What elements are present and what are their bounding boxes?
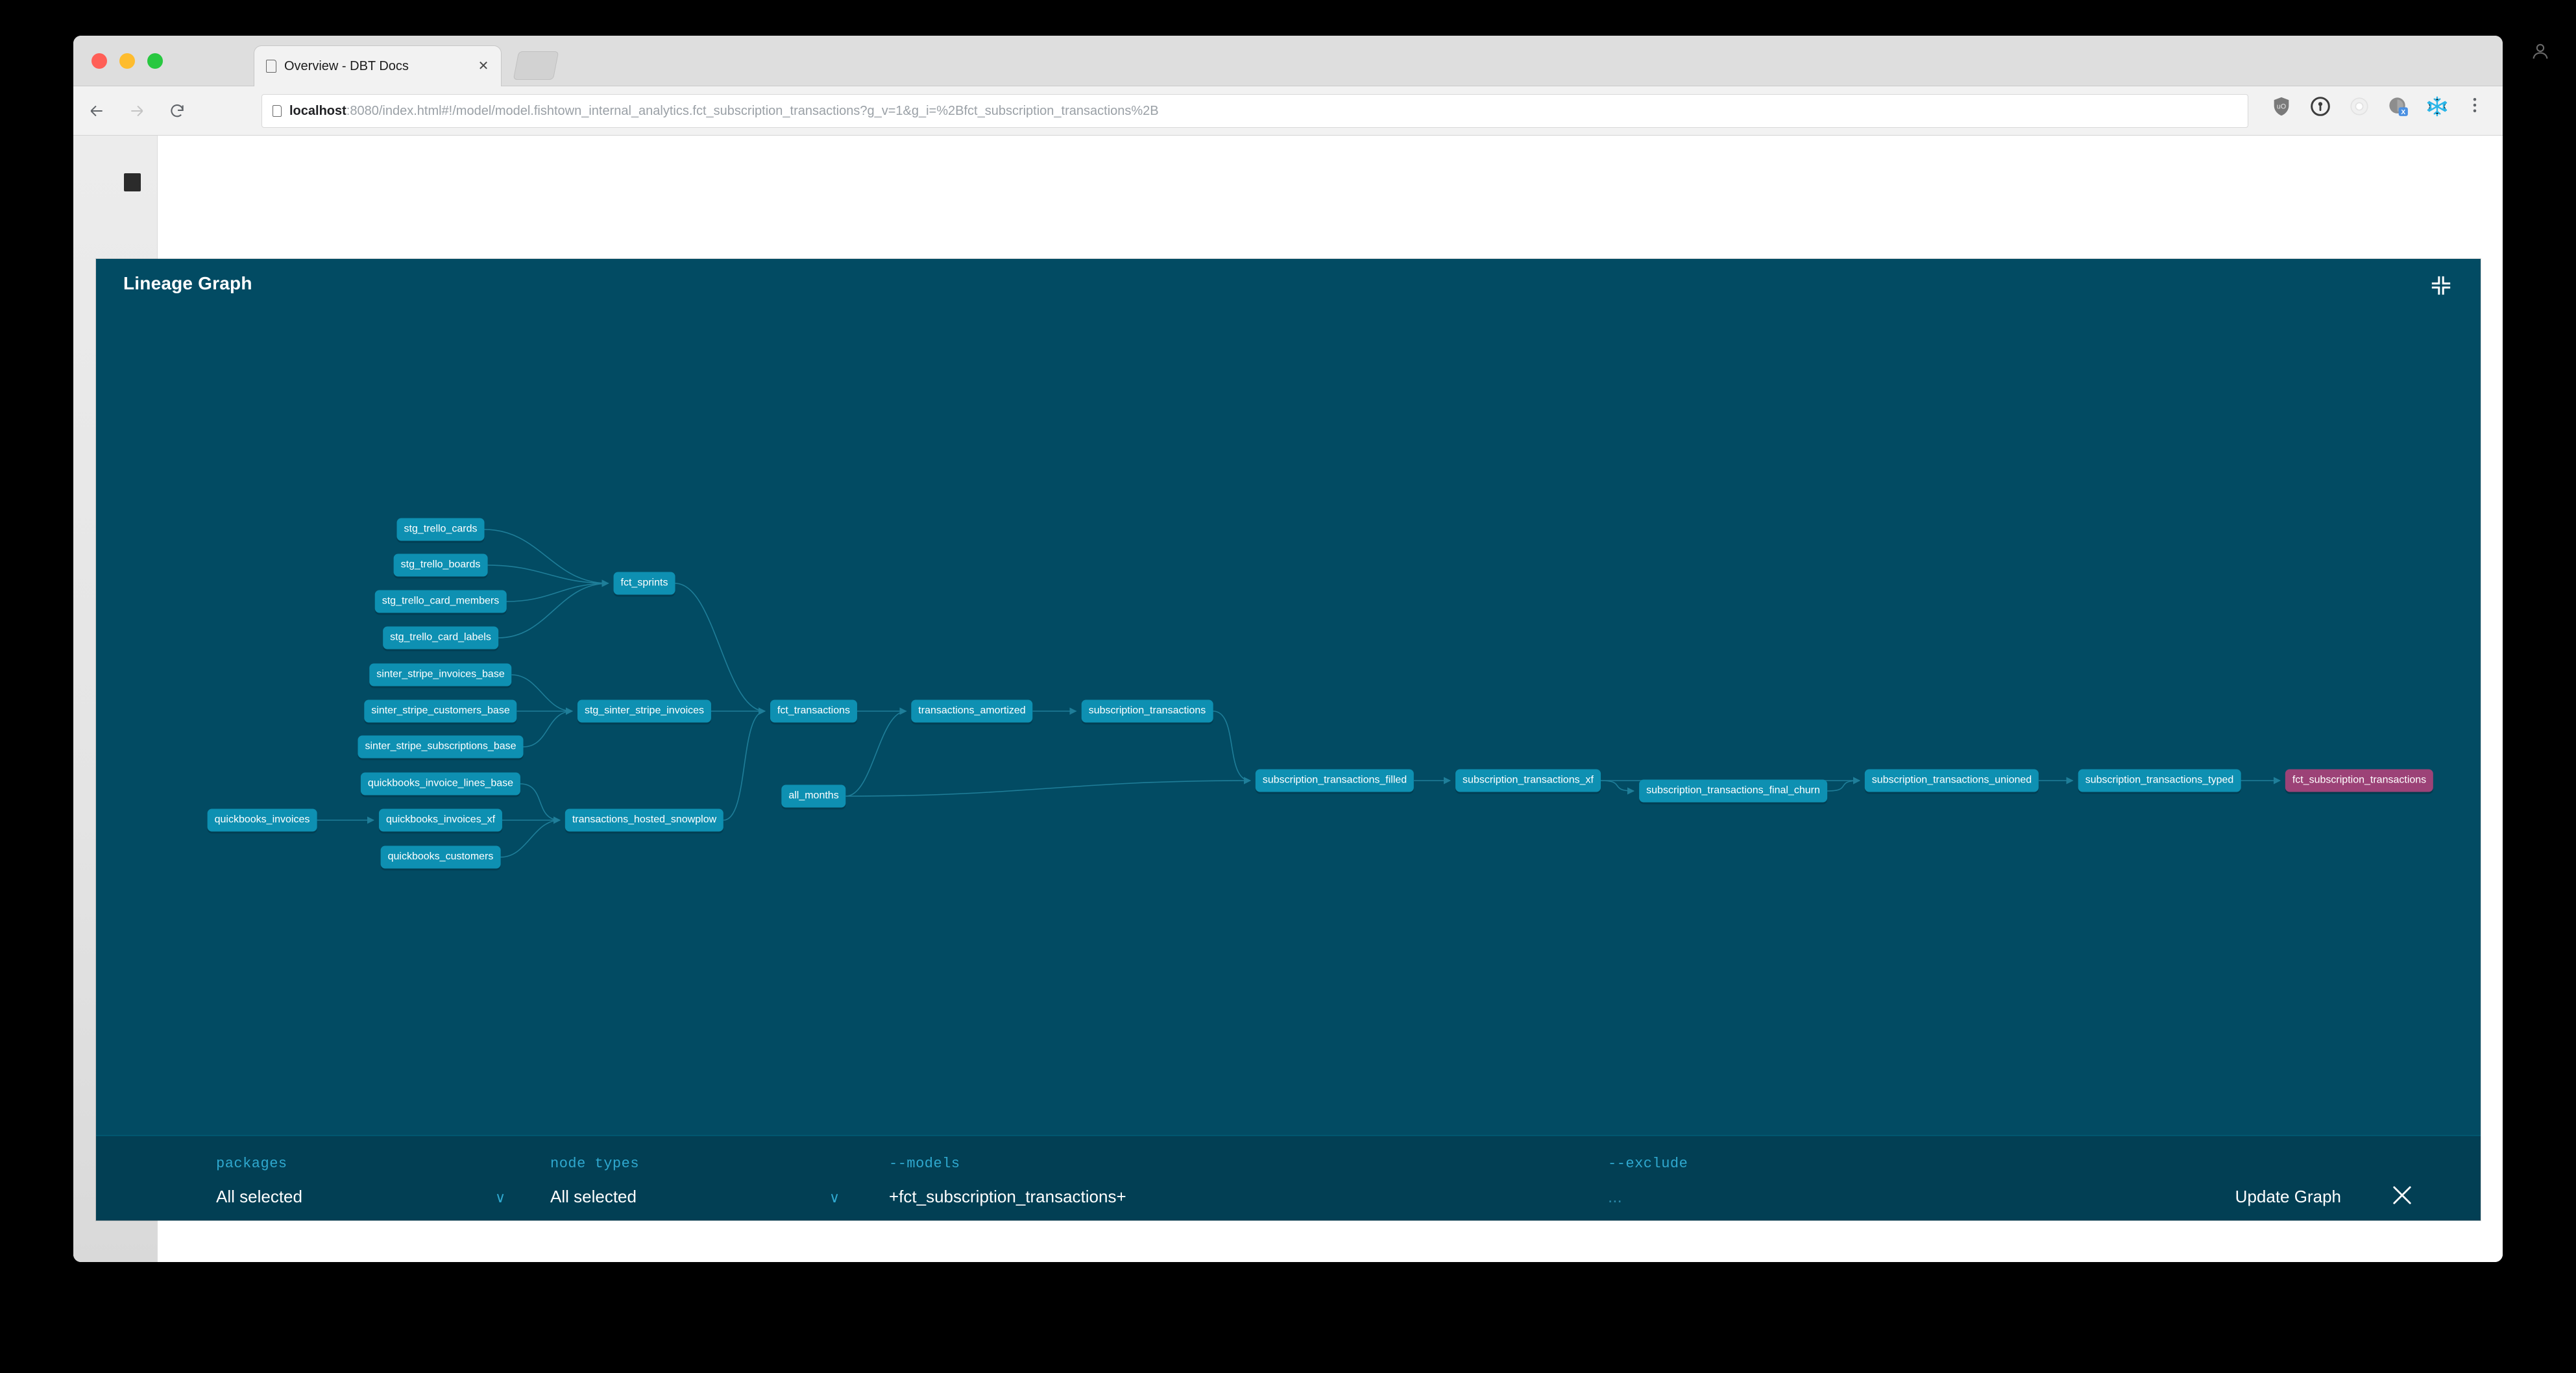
graph-edge [520, 783, 561, 824]
graph-edge [484, 529, 609, 587]
graph-edge [506, 579, 609, 602]
graph-node-fct_sprints[interactable]: fct_sprints [613, 572, 675, 595]
graph-node-subscription_transactions_filled[interactable]: subscription_transactions_filled [1255, 769, 1415, 792]
snowflake-icon[interactable] [2426, 95, 2452, 121]
graph-node-transactions_hosted_snowplow[interactable]: transactions_hosted_snowplow [565, 808, 724, 832]
graph-node-stg_sinter_stripe_invoices[interactable]: stg_sinter_stripe_invoices [577, 699, 712, 723]
tab-strip: Overview - DBT Docs ✕ [73, 36, 2503, 86]
lineage-graph-panel: Lineage Graph stg_trello_cards st [96, 259, 2481, 1221]
password-manager-icon[interactable] [2309, 95, 2335, 121]
graph-edge [1600, 780, 1635, 795]
exclude-selector[interactable]: --exclude ... [1608, 1136, 2309, 1221]
browser-tab[interactable]: Overview - DBT Docs ✕ [254, 45, 502, 86]
url-host: localhost [289, 103, 346, 118]
models-input[interactable]: +fct_subscription_transactions+ [889, 1187, 1126, 1206]
reload-icon[interactable] [160, 94, 194, 128]
graph-node-all_months[interactable]: all_months [781, 784, 846, 808]
forward-icon[interactable] [120, 94, 154, 128]
maximize-window-button[interactable] [147, 53, 163, 69]
graph-edge [845, 707, 907, 797]
extensions-toolbar: uO X [2270, 95, 2491, 121]
graph-node-stg_trello_boards[interactable]: stg_trello_boards [393, 553, 488, 577]
extension-circle-icon[interactable] [2348, 95, 2374, 121]
graph-node-fct_subscription_transactions[interactable]: fct_subscription_transactions [2285, 769, 2434, 792]
close-window-button[interactable] [91, 53, 107, 69]
graph-node-subscription_transactions_unioned[interactable]: subscription_transactions_unioned [1864, 769, 2039, 792]
panel-title: Lineage Graph [123, 273, 252, 293]
browser-window: Overview - DBT Docs ✕ localhost:8080/i [73, 36, 2503, 1262]
close-icon[interactable] [2388, 1182, 2416, 1209]
close-tab-icon[interactable]: ✕ [478, 59, 489, 73]
graph-node-sinter_stripe_subscriptions_base[interactable]: sinter_stripe_subscriptions_base [358, 735, 524, 759]
models-selector[interactable]: --models +fct_subscription_transactions+ [889, 1136, 1590, 1221]
tab-title: Overview - DBT Docs [284, 58, 409, 73]
graph-node-subscription_transactions_typed[interactable]: subscription_transactions_typed [2078, 769, 2241, 792]
packages-value: All selected [216, 1187, 302, 1206]
packages-label: packages [216, 1156, 287, 1172]
graph-edge [1213, 711, 1252, 784]
graph-edge [523, 707, 574, 747]
graph-node-transactions_amortized[interactable]: transactions_amortized [911, 699, 1033, 723]
collapse-icon[interactable] [2429, 273, 2453, 298]
graph-control-bar: packages All selected ∨ node types All s… [96, 1135, 2481, 1221]
page-info-icon[interactable] [273, 105, 282, 117]
graph-node-subscription_transactions_final_churn[interactable]: subscription_transactions_final_churn [1639, 779, 1827, 803]
graph-node-stg_trello_card_members[interactable]: stg_trello_card_members [374, 590, 507, 613]
graph-node-fct_transactions[interactable]: fct_transactions [770, 699, 858, 723]
lineage-header: Lineage Graph [96, 259, 2481, 312]
svg-text:uO: uO [2277, 103, 2286, 111]
update-graph-button[interactable]: Update Graph [2235, 1187, 2341, 1206]
graph-edge [1827, 777, 1861, 792]
minimize-window-button[interactable] [119, 53, 135, 69]
url-text: localhost:8080/index.html#!/model/model.… [289, 104, 1159, 119]
page-icon [266, 60, 276, 73]
graph-node-quickbooks_invoices_xf[interactable]: quickbooks_invoices_xf [378, 808, 503, 832]
node-types-filter[interactable]: node types All selected ∨ [550, 1136, 855, 1221]
address-bar[interactable]: localhost:8080/index.html#!/model/model.… [261, 94, 2248, 128]
window-controls [91, 53, 163, 69]
graph-edge [723, 707, 766, 821]
new-tab-button[interactable] [513, 51, 559, 80]
graph-node-quickbooks_invoices[interactable]: quickbooks_invoices [207, 808, 317, 832]
chevron-down-icon[interactable]: ∨ [495, 1189, 506, 1206]
node-types-value: All selected [550, 1187, 637, 1206]
graph-node-stg_trello_card_labels[interactable]: stg_trello_card_labels [383, 626, 498, 650]
models-label: --models [889, 1156, 960, 1172]
packages-filter[interactable]: packages All selected ∨ [216, 1136, 521, 1221]
back-icon[interactable] [80, 94, 114, 128]
graph-edge [511, 674, 574, 715]
account-icon[interactable] [2529, 40, 2558, 69]
graph-node-quickbooks_invoice_lines_base[interactable]: quickbooks_invoice_lines_base [360, 772, 521, 796]
graph-canvas[interactable]: stg_trello_cards stg_trello_boards stg_tre… [96, 312, 2481, 1180]
graph-edge [675, 583, 766, 715]
navigation-bar: localhost:8080/index.html#!/model/model.… [73, 86, 2503, 136]
graph-node-sinter_stripe_customers_base[interactable]: sinter_stripe_customers_base [364, 699, 517, 723]
ublock-origin-icon[interactable]: uO [2270, 95, 2296, 121]
node-types-label: node types [550, 1156, 640, 1172]
graph-edge [498, 579, 609, 638]
exclude-label: --exclude [1608, 1156, 1688, 1172]
exclude-input[interactable]: ... [1608, 1187, 1622, 1206]
graph-node-stg_trello_cards[interactable]: stg_trello_cards [396, 518, 485, 541]
svg-text:X: X [2401, 109, 2405, 116]
graph-edge [500, 816, 561, 858]
graph-node-subscription_transactions[interactable]: subscription_transactions [1081, 699, 1213, 723]
sidebar-project-icon[interactable] [124, 173, 141, 191]
graph-edge [845, 777, 1252, 797]
browser-menu-icon[interactable] [2465, 95, 2491, 121]
graph-node-quickbooks_customers[interactable]: quickbooks_customers [380, 845, 501, 869]
graph-node-sinter_stripe_invoices_base[interactable]: sinter_stripe_invoices_base [369, 663, 512, 686]
extension-badged-icon[interactable]: X [2387, 95, 2413, 121]
graph-edge [487, 565, 609, 587]
page-body: ▸ id character varying This is a unique … [73, 136, 2503, 1262]
chevron-down-icon[interactable]: ∨ [829, 1189, 840, 1206]
graph-node-subscription_transactions_xf[interactable]: subscription_transactions_xf [1455, 769, 1601, 792]
url-path: :8080/index.html#!/model/model.fishtown_… [346, 103, 1159, 118]
